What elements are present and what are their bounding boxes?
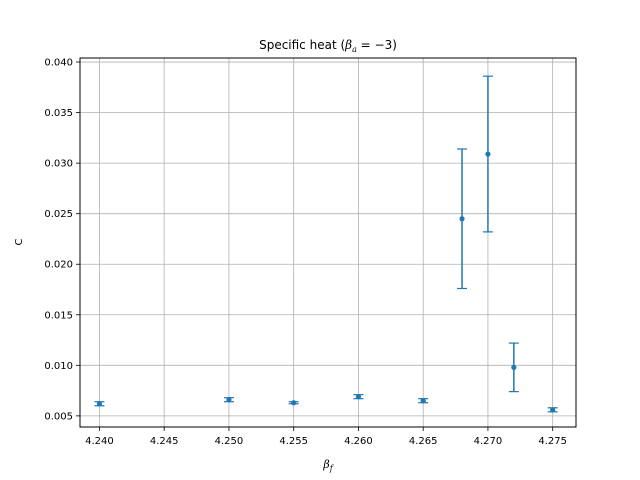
data-point	[291, 400, 297, 406]
x-axis-ticks: 4.240 4.245 4.250 4.255 4.260 4.265 4.270 4.275	[85, 427, 567, 447]
x-tick-label: 4.240	[85, 436, 114, 447]
data-points	[96, 151, 556, 413]
y-tick-label: 0.030	[44, 159, 73, 170]
chart-title: Specific heat (βa = −3)	[259, 38, 397, 54]
y-axis-ticks: 0.005 0.010 0.015 0.020 0.025 0.030 0.035 0.040	[44, 58, 80, 422]
x-tick-label: 4.245	[150, 436, 179, 447]
y-tick-label: 0.020	[44, 260, 73, 271]
data-point	[355, 394, 362, 400]
x-tick-label: 4.260	[344, 436, 373, 447]
data-point	[485, 151, 491, 157]
x-tick-label: 4.255	[279, 436, 308, 447]
data-point	[550, 407, 556, 413]
y-tick-label: 0.040	[44, 58, 73, 69]
x-tick-label: 4.265	[409, 436, 438, 447]
data-point	[226, 397, 232, 403]
grid-lines	[80, 58, 576, 427]
y-axis-label: C	[14, 238, 25, 245]
x-tick-label: 4.270	[474, 436, 503, 447]
y-tick-label: 0.005	[44, 411, 73, 422]
x-tick-label: 4.275	[538, 436, 567, 447]
data-point	[96, 401, 103, 407]
x-tick-label: 4.250	[215, 436, 244, 447]
x-axis-label: βf	[322, 458, 334, 473]
y-tick-label: 0.035	[44, 108, 73, 119]
data-point	[511, 364, 517, 370]
plot-frame	[79, 57, 577, 428]
data-point	[420, 398, 426, 404]
y-tick-label: 0.010	[44, 361, 73, 372]
data-point	[459, 216, 465, 222]
y-tick-label: 0.025	[44, 209, 73, 220]
y-tick-label: 0.015	[44, 310, 73, 321]
